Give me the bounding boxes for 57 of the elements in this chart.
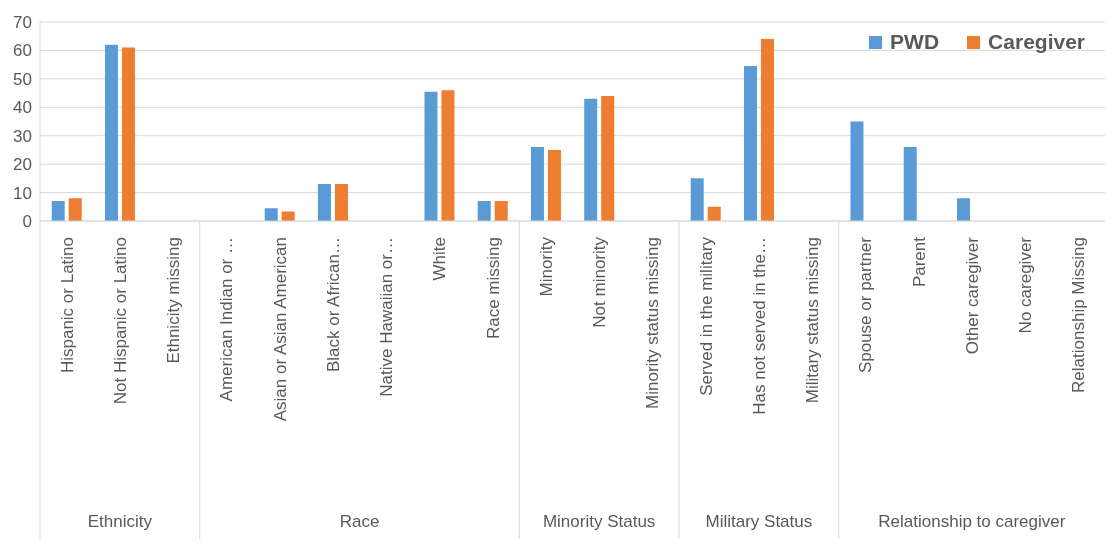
bar bbox=[760, 39, 774, 221]
x-tick-label: White bbox=[430, 237, 450, 281]
y-tick-label: 60 bbox=[13, 41, 32, 61]
y-tick-label: 20 bbox=[13, 155, 32, 175]
bar bbox=[707, 206, 721, 221]
x-tick-label: Minority status missing bbox=[643, 237, 663, 409]
y-tick-label: 0 bbox=[22, 212, 32, 232]
bar bbox=[334, 184, 348, 221]
y-tick-label: 30 bbox=[13, 126, 32, 146]
x-tick-label: Asian or Asian American bbox=[270, 237, 290, 422]
bar bbox=[68, 198, 82, 221]
x-tick-label: Hispanic or Latino bbox=[57, 237, 77, 374]
bar bbox=[584, 98, 598, 221]
y-tick-label: 40 bbox=[13, 98, 32, 118]
x-tick-label: Spouse or partner bbox=[856, 236, 876, 374]
bar bbox=[51, 201, 65, 221]
bar bbox=[547, 149, 561, 221]
bar bbox=[424, 91, 438, 221]
bar bbox=[441, 90, 455, 221]
x-tick-label: Black or African… bbox=[323, 237, 343, 373]
x-tick-label: Other caregiver bbox=[962, 236, 982, 355]
x-tick-label: Not minority bbox=[590, 236, 610, 328]
x-tick-label: Native Hawaiian or… bbox=[377, 237, 397, 397]
x-tick-label: No caregiver bbox=[1016, 236, 1036, 334]
x-tick-label: Minority bbox=[536, 236, 556, 297]
bar bbox=[477, 201, 491, 221]
bar bbox=[743, 66, 757, 221]
x-tick-label: Has not served in the… bbox=[749, 237, 769, 415]
x-tick-label: Race missing bbox=[483, 237, 503, 340]
text: Minority Status bbox=[542, 512, 656, 531]
x-tick-label: Served in the military bbox=[696, 236, 716, 396]
bar bbox=[530, 147, 544, 221]
bar bbox=[956, 198, 970, 221]
bar bbox=[121, 47, 135, 221]
y-tick-label: 70 bbox=[13, 13, 32, 33]
bar bbox=[601, 95, 615, 221]
text: Race bbox=[339, 512, 380, 531]
legend-label: PWD bbox=[889, 30, 940, 54]
x-tick-label: Not Hispanic or Latino bbox=[110, 237, 130, 405]
bar bbox=[690, 178, 704, 221]
text: Military Status bbox=[705, 512, 813, 531]
bar bbox=[317, 184, 331, 221]
bar bbox=[903, 147, 917, 221]
bar bbox=[494, 201, 508, 221]
y-tick-label: 50 bbox=[13, 69, 32, 89]
text: Ethnicity bbox=[87, 512, 153, 531]
bar bbox=[104, 44, 118, 221]
bar bbox=[264, 208, 278, 221]
text: Relationship to caregiver bbox=[878, 512, 1066, 531]
x-tick-label: Relationship Missing bbox=[1069, 237, 1089, 393]
y-tick-label: 10 bbox=[13, 183, 32, 203]
x-tick-label: Military status missing bbox=[803, 237, 823, 404]
x-tick-label: Ethnicity missing bbox=[164, 237, 184, 364]
bar bbox=[850, 121, 864, 221]
legend-label: Caregiver bbox=[987, 30, 1085, 54]
x-tick-label: American Indian or … bbox=[217, 237, 237, 402]
x-tick-label: Parent bbox=[909, 236, 929, 288]
